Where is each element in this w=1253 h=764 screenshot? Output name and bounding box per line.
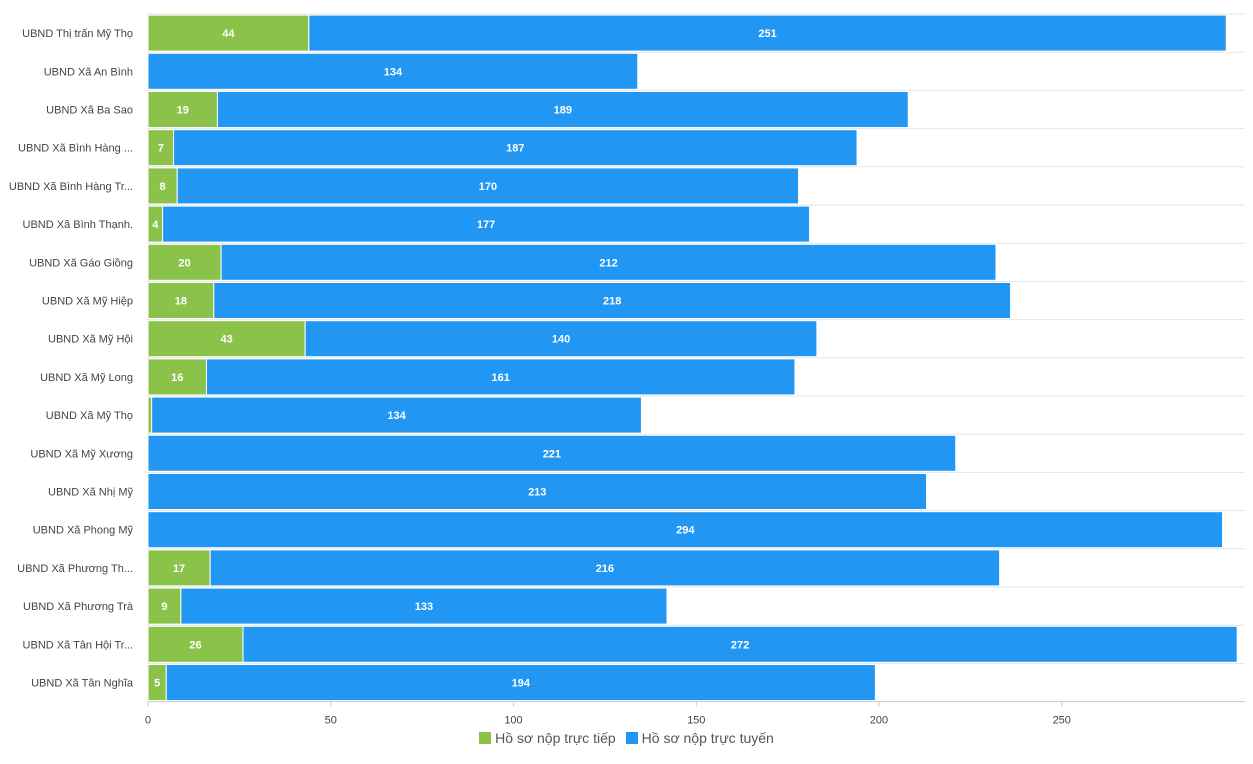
data-label: 272 (731, 639, 749, 651)
bar-segment-series-1[interactable] (176, 167, 800, 205)
bar-segment-series-1[interactable] (180, 587, 668, 625)
x-axis: 0 50 100 150 200 250 (145, 701, 1245, 725)
bar-segment-series-1[interactable] (209, 549, 1001, 587)
bar-segment-series-0[interactable] (147, 625, 244, 663)
category-label: UBND Xã Ba Sao (46, 105, 133, 117)
category-label: UBND Xã Phương Trà (23, 601, 134, 613)
bar-segment-series-1[interactable] (151, 396, 642, 434)
category-label: UBND Xã An Bình (44, 66, 133, 78)
data-label: 187 (506, 143, 524, 155)
data-label: 216 (596, 563, 614, 575)
legend-item-series-1[interactable]: Hồ sơ nộp trực tuyến (625, 730, 774, 746)
bar-segment-series-1[interactable] (216, 91, 909, 128)
data-label: 194 (512, 678, 531, 690)
data-label: 17 (173, 563, 185, 575)
category-label: UBND Xã Bình Hàng ... (18, 143, 133, 155)
bar-segment-series-1[interactable] (220, 243, 997, 281)
data-label: 7 (158, 143, 164, 155)
data-label: 44 (222, 28, 235, 40)
data-label: 16 (171, 372, 183, 384)
bar-segment-series-1[interactable] (205, 358, 796, 396)
category-label: UBND Xã Tân Hội Tr... (23, 639, 133, 651)
bar-segment-series-1[interactable] (173, 129, 858, 167)
data-label: 9 (161, 601, 167, 613)
bar-segment-series-1[interactable] (308, 14, 1227, 52)
data-label: 212 (599, 257, 617, 269)
category-label: UBND Thị trấn Mỹ Thọ (22, 28, 133, 40)
x-tick-label: 50 (325, 715, 337, 725)
x-tick-label: 200 (870, 715, 888, 725)
x-tick-label: 150 (687, 715, 705, 725)
category-labels: UBND Thị trấn Mỹ Thọ UBND Xã An Bình UBND … (9, 28, 134, 689)
data-label: 20 (178, 257, 190, 269)
legend-item-series-0[interactable]: Hồ sơ nộp trực tiếp (479, 730, 616, 746)
category-label: UBND Xã Bình Hàng Tr... (9, 181, 133, 193)
chart-legend: Hồ sơ nộp trực tiếp Hồ sơ nộp trực tuyến (0, 730, 1253, 746)
bar-segment-series-1[interactable] (304, 320, 818, 358)
bar-segment-series-1[interactable] (165, 664, 876, 701)
data-label: 8 (160, 181, 166, 193)
data-label: 26 (189, 639, 201, 651)
data-label: 19 (177, 105, 189, 117)
bar-segment-series-0[interactable] (147, 549, 211, 587)
bar-segment-series-0[interactable] (147, 14, 310, 52)
bar-segment-series-0[interactable] (147, 358, 207, 396)
data-label: 4 (152, 219, 159, 231)
legend-label-series-0: Hồ sơ nộp trực tiếp (495, 730, 616, 746)
category-label: UBND Xã Mỹ Hội (48, 334, 133, 346)
category-label: UBND Xã Mỹ Long (40, 372, 133, 384)
bar-segment-series-1[interactable] (147, 511, 1224, 549)
bar-segment-series-0[interactable] (147, 587, 182, 625)
category-label: UBND Xã Phương Th... (17, 563, 133, 575)
category-label: UBND Xã Bình Thạnh. (23, 219, 133, 231)
data-label: 218 (603, 296, 621, 308)
category-label: UBND Xã Gáo Giồng (29, 257, 133, 269)
data-label: 213 (528, 487, 546, 499)
data-label: 161 (492, 372, 510, 384)
bar-segment-series-0[interactable] (147, 282, 215, 319)
x-tick-label: 100 (504, 715, 522, 725)
x-tick-label: 0 (145, 715, 151, 725)
category-label: UBND Xã Mỹ Hiệp (42, 296, 133, 308)
chart-bars: 44 251 134 19 189 7 187 8 170 4 177 20 212 18 218 43 140… (147, 14, 1238, 701)
bar-segment-series-1[interactable] (147, 52, 639, 90)
bar-segment-series-0[interactable] (147, 320, 306, 358)
data-label: 134 (384, 66, 403, 78)
category-label: UBND Xã Mỹ Xương (30, 448, 133, 460)
data-label: 251 (758, 28, 776, 40)
bar-segment-series-0[interactable] (147, 91, 218, 128)
data-label: 170 (479, 181, 497, 193)
legend-label-series-1: Hồ sơ nộp trực tuyến (641, 730, 774, 746)
data-label: 140 (552, 334, 570, 346)
x-tick-label: 250 (1053, 715, 1071, 725)
bar-segment-series-0[interactable] (147, 396, 153, 434)
bar-segment-series-1[interactable] (213, 282, 1012, 319)
data-label: 18 (175, 296, 187, 308)
bar-segment-series-1[interactable] (242, 625, 1238, 663)
data-label: 133 (415, 601, 433, 613)
bar-segment-series-1[interactable] (147, 473, 928, 510)
category-label: UBND Xã Phong Mỹ (33, 525, 134, 537)
chart-gridlines (147, 13, 1245, 703)
data-label: 134 (387, 410, 406, 422)
bar-segment-series-1[interactable] (162, 205, 811, 243)
data-label: 189 (554, 105, 572, 117)
data-label: 43 (220, 334, 232, 346)
bar-segment-series-1[interactable] (147, 434, 957, 472)
data-label: 294 (676, 525, 695, 537)
data-label: 177 (477, 219, 495, 231)
legend-swatch-series-1 (625, 732, 638, 744)
legend-swatch-series-0 (479, 732, 492, 744)
category-label: UBND Xã Tân Nghĩa (31, 678, 134, 690)
category-label: UBND Xã Nhị Mỹ (48, 487, 133, 499)
data-label: 5 (154, 678, 160, 690)
data-label: 221 (543, 448, 561, 460)
category-label: UBND Xã Mỹ Thọ (46, 410, 133, 422)
